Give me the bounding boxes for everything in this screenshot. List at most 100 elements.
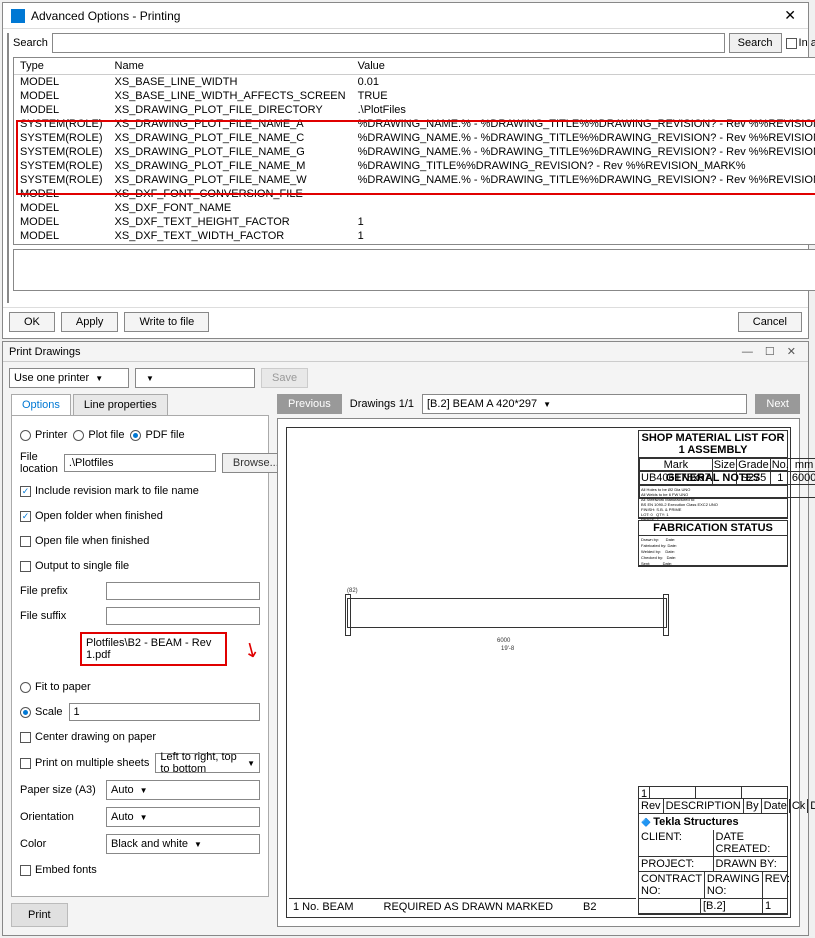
category-item[interactable]: Marking: Bolts [8,130,9,146]
ok-button[interactable]: OK [9,312,55,332]
table-row[interactable]: MODELXS_DRAWING_PLOT_FILE_DIRECTORY.\Plo… [14,103,815,117]
col-value[interactable]: Value [352,58,815,75]
check-multi-sheets[interactable]: Print on multiple sheets [20,757,149,769]
minimize-button[interactable]: — [736,346,759,358]
preview-panel: Previous Drawings 1/1 [B.2] BEAM A 420*2… [277,394,800,927]
category-item[interactable]: Hatching [8,66,9,82]
category-item[interactable]: Export [8,34,9,50]
options-panel: Options Line properties Printer Plot fil… [11,394,269,927]
maximize-button[interactable]: ☐ [759,345,781,358]
category-item[interactable]: Marking: Parts [8,146,9,162]
table-row[interactable]: SYSTEM(ROLE)XS_DRAWING_PLOT_FILE_NAME_C%… [14,131,815,145]
radio-plotfile[interactable]: Plot file [73,429,124,441]
all-categories-check[interactable]: In all categories [786,37,815,49]
options-table[interactable]: Type Name Value MODELXS_BASE_LINE_WIDTH0… [14,58,815,243]
check-open-file[interactable]: Open file when finished [20,535,149,547]
paper-size-combo[interactable]: Auto▼ [106,780,260,800]
check-output-single[interactable]: Output to single file [20,560,129,572]
radio-printer[interactable]: Printer [20,429,67,441]
printer-mode-combo[interactable]: Use one printer▼ [9,368,129,388]
fabrication-status-block: FABRICATION STATUS Drawn by: Date:Fabric… [638,520,788,567]
category-item[interactable]: Numbering [8,210,9,226]
table-row[interactable]: MODELXS_DXF_FONT_CONVERSION_FILE [14,187,815,201]
next-button[interactable]: Next [755,394,800,414]
bottom-strip: 1 No. BEAM REQUIRED AS DRAWN MARKED B2 [289,898,636,915]
category-item[interactable]: Speed and Accuracy [8,290,9,303]
category-item[interactable]: Plate Work [8,226,9,242]
category-list[interactable]: ExportFile LocationsHatchingImperial Uni… [7,33,9,303]
description-pane [13,249,815,291]
drawing-count: Drawings 1/1 [350,398,414,410]
orientation-combo[interactable]: Auto▼ [106,807,260,827]
multi-order-combo[interactable]: Left to right, top to bottom▼ [155,753,260,773]
table-row[interactable]: MODELXS_BASE_LINE_WIDTH_AFFECTS_SCREENTR… [14,89,815,103]
table-row[interactable]: SYSTEM(ROLE)XS_DRAWING_PLOT_FILE_NAME_M%… [14,159,815,173]
col-type[interactable]: Type [14,58,109,75]
radio-pdffile[interactable]: PDF file [130,429,184,441]
table-row[interactable]: MODELXS_DXF_FONT_NAME [14,201,815,215]
drawing-frame: SHOP MATERIAL LIST FOR 1 ASSEMBLY MarkSi… [286,427,791,918]
cancel-button[interactable]: Cancel [738,312,802,332]
app-icon [11,9,25,23]
category-item[interactable]: File Locations [8,50,9,66]
tab-line-properties[interactable]: Line properties [73,394,168,415]
search-label: Search [13,37,48,49]
search-input[interactable] [52,33,725,53]
orientation-label: Orientation [20,811,100,823]
tab-options[interactable]: Options [11,394,71,415]
beam-elevation [347,598,667,628]
window-title: Advanced Options - Printing [31,9,780,23]
save-button[interactable]: Save [261,368,308,388]
col-name[interactable]: Name [109,58,352,75]
file-prefix-label: File prefix [20,585,100,597]
category-item[interactable]: Imperial Units [8,82,9,98]
print-button[interactable]: Print [11,903,68,927]
paper-size-label: Paper size (A3) [20,784,100,796]
category-item[interactable]: Multi-user [8,194,9,210]
check-include-rev[interactable]: Include revision mark to file name [20,485,199,497]
check-embed-fonts[interactable]: Embed fonts [20,864,97,876]
category-item[interactable]: Marking: General [8,114,9,130]
options-table-wrap: Type Name Value MODELXS_BASE_LINE_WIDTH0… [13,57,815,245]
category-item[interactable]: Import [8,98,9,114]
annotation-arrow: ↘ [238,634,265,664]
table-row[interactable]: MODELXS_DXF_TEXT_HEIGHT_FACTOR1 [14,215,815,229]
drawing-select-combo[interactable]: [B.2] BEAM A 420*297▼ [422,394,747,414]
titlebar: Print Drawings — ☐ ✕ [3,342,808,362]
advanced-options-window: Advanced Options - Printing ✕ ExportFile… [2,2,809,339]
radio-fit-to-paper[interactable]: Fit to paper [20,681,91,693]
table-row[interactable]: SYSTEM(ROLE)XS_DRAWING_PLOT_FILE_NAME_G%… [14,145,815,159]
apply-button[interactable]: Apply [61,312,119,332]
category-item[interactable]: Printing⟵ [8,242,9,258]
drawing-preview: SHOP MATERIAL LIST FOR 1 ASSEMBLY MarkSi… [277,418,800,927]
write-button[interactable]: Write to file [124,312,209,332]
category-item[interactable]: Profiles [8,258,9,274]
table-row[interactable]: SYSTEM(ROLE)XS_DRAWING_PLOT_FILE_NAME_W%… [14,173,815,187]
scale-input[interactable] [69,703,260,721]
file-location-label: File location [20,451,58,475]
titlebar: Advanced Options - Printing ✕ [3,3,808,29]
category-item[interactable]: Model View [8,162,9,178]
category-item[interactable]: Modeling Properties [8,178,9,194]
print-drawings-window: Print Drawings — ☐ ✕ Use one printer▼ ▼ … [2,341,809,936]
check-center[interactable]: Center drawing on paper [20,731,156,743]
file-location-input[interactable] [64,454,216,472]
printer-select-combo[interactable]: ▼ [135,368,255,388]
table-row[interactable]: MODELXS_DXF_TEXT_WIDTH_FACTOR1 [14,229,815,243]
file-prefix-input[interactable] [106,582,260,600]
table-row[interactable]: SYSTEM(ROLE)XS_DRAWING_PLOT_FILE_NAME_A%… [14,117,815,131]
category-item[interactable]: Single Part View in Assembly Drawing [8,274,9,290]
search-button[interactable]: Search [729,33,782,53]
file-suffix-input[interactable] [106,607,260,625]
close-button[interactable]: ✕ [780,7,800,24]
color-label: Color [20,838,100,850]
color-combo[interactable]: Black and white▼ [106,834,260,854]
tekla-logo: 🔷 Tekla Structures [639,814,787,830]
close-button[interactable]: ✕ [781,345,802,358]
title-block: 1 RevDESCRIPTIONByDateCkDate 🔷 Tekla Str… [638,786,788,915]
table-row[interactable]: MODELXS_BASE_LINE_WIDTH0.01 [14,75,815,90]
output-path-preview: Plotfiles\B2 - BEAM - Rev 1.pdf [80,632,227,666]
previous-button[interactable]: Previous [277,394,342,414]
check-open-folder[interactable]: Open folder when finished [20,510,163,522]
radio-scale[interactable]: Scale [20,706,63,718]
